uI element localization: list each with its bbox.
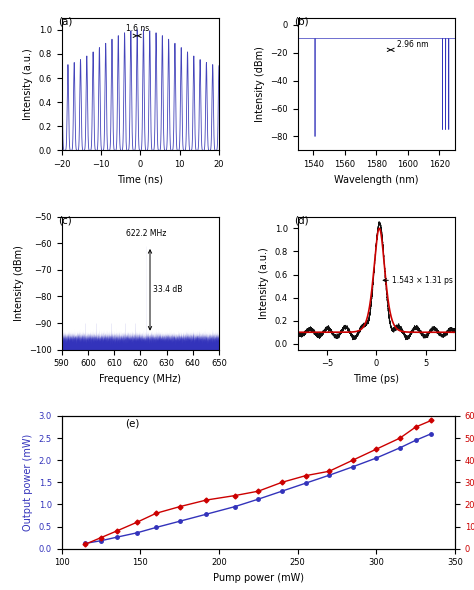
Text: 1.543 × 1.31 ps: 1.543 × 1.31 ps bbox=[392, 276, 453, 285]
Text: (a): (a) bbox=[58, 17, 73, 27]
Y-axis label: Intensity (a.u.): Intensity (a.u.) bbox=[23, 48, 33, 120]
Text: (e): (e) bbox=[125, 419, 140, 428]
Text: 1.6 ns: 1.6 ns bbox=[126, 24, 149, 34]
Text: (b): (b) bbox=[294, 17, 309, 27]
X-axis label: Frequency (MHz): Frequency (MHz) bbox=[100, 374, 181, 384]
Y-axis label: Intensity (a.u.): Intensity (a.u.) bbox=[259, 247, 269, 319]
Text: 33.4 dB: 33.4 dB bbox=[153, 286, 182, 294]
X-axis label: Time (ns): Time (ns) bbox=[117, 175, 164, 185]
X-axis label: Wavelength (nm): Wavelength (nm) bbox=[334, 175, 419, 185]
Text: 2.96 nm: 2.96 nm bbox=[397, 40, 428, 49]
Y-axis label: Intensity (dBm): Intensity (dBm) bbox=[14, 245, 24, 321]
Text: (d): (d) bbox=[294, 215, 309, 225]
Y-axis label: Output power (mW): Output power (mW) bbox=[23, 434, 33, 531]
Y-axis label: Intensity (dBm): Intensity (dBm) bbox=[255, 46, 265, 122]
X-axis label: Pump power (mW): Pump power (mW) bbox=[213, 573, 304, 583]
Text: (c): (c) bbox=[58, 215, 72, 225]
X-axis label: Time (ps): Time (ps) bbox=[353, 374, 400, 384]
Text: 622.2 MHz: 622.2 MHz bbox=[126, 229, 166, 238]
